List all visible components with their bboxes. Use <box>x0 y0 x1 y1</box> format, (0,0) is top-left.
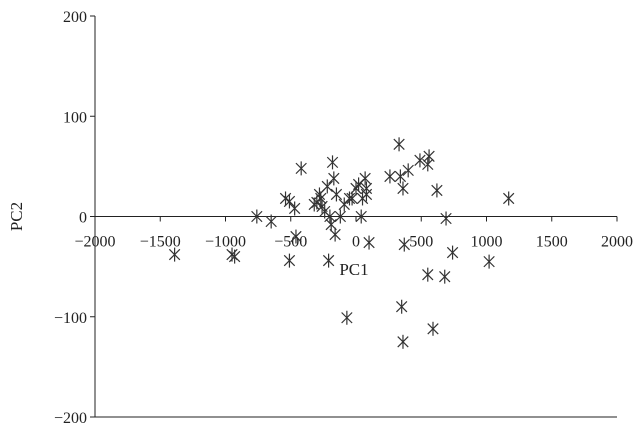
data-point <box>483 254 495 269</box>
x-tick-label: 2000 <box>601 234 633 251</box>
data-points <box>168 137 515 349</box>
data-point <box>322 253 335 268</box>
data-point <box>402 163 414 178</box>
x-tick-label: −500 <box>274 234 307 251</box>
data-point <box>265 214 277 229</box>
data-point <box>290 229 302 244</box>
data-point <box>228 249 241 264</box>
data-point <box>326 155 339 170</box>
data-point <box>414 153 426 168</box>
data-point <box>394 169 407 184</box>
data-point <box>503 191 515 206</box>
data-point <box>288 201 301 216</box>
y-tick-label: −200 <box>54 410 87 427</box>
data-point <box>355 209 367 224</box>
data-point <box>396 299 408 314</box>
x-axis-label: PC1 <box>339 260 368 279</box>
data-point <box>397 334 409 349</box>
x-tick-label: −1500 <box>140 234 181 251</box>
x-tick-label: 1000 <box>471 234 503 251</box>
x-tick-label: 1500 <box>536 234 568 251</box>
data-point <box>330 187 343 202</box>
x-axis-ticks: −2000 −1500 −1000 −500 0 500 1000 1500 2000 <box>74 216 633 251</box>
data-point <box>431 183 443 198</box>
data-point <box>283 194 296 209</box>
data-point <box>363 235 375 250</box>
data-point <box>251 209 263 224</box>
data-point <box>328 171 340 186</box>
data-point <box>359 171 371 186</box>
data-point <box>446 245 459 260</box>
data-point <box>321 179 333 194</box>
data-point <box>422 267 434 282</box>
data-point <box>393 137 405 152</box>
data-point <box>397 181 409 196</box>
y-tick-label: 100 <box>63 109 87 126</box>
y-axis-ticks: −200 −100 0 100 200 <box>54 9 95 427</box>
data-point <box>341 310 353 325</box>
data-point <box>439 269 451 284</box>
data-point <box>360 187 373 202</box>
y-tick-label: 200 <box>63 9 87 26</box>
y-tick-label: 0 <box>79 210 87 227</box>
data-point <box>384 169 396 184</box>
x-tick-label: 0 <box>352 234 360 251</box>
data-point <box>398 237 410 252</box>
data-point <box>423 149 435 164</box>
data-point <box>168 247 181 262</box>
y-tick-label: −100 <box>54 310 87 327</box>
data-point <box>343 191 356 206</box>
x-tick-label: −1000 <box>205 234 246 251</box>
data-point <box>334 209 347 224</box>
y-axis-label: PC2 <box>7 202 26 231</box>
data-point <box>329 227 341 242</box>
data-point <box>283 253 296 268</box>
data-point <box>427 321 439 336</box>
x-tick-label: 500 <box>409 234 433 251</box>
x-tick-label: −2000 <box>74 234 115 251</box>
data-point <box>295 161 307 176</box>
data-point <box>440 211 452 226</box>
